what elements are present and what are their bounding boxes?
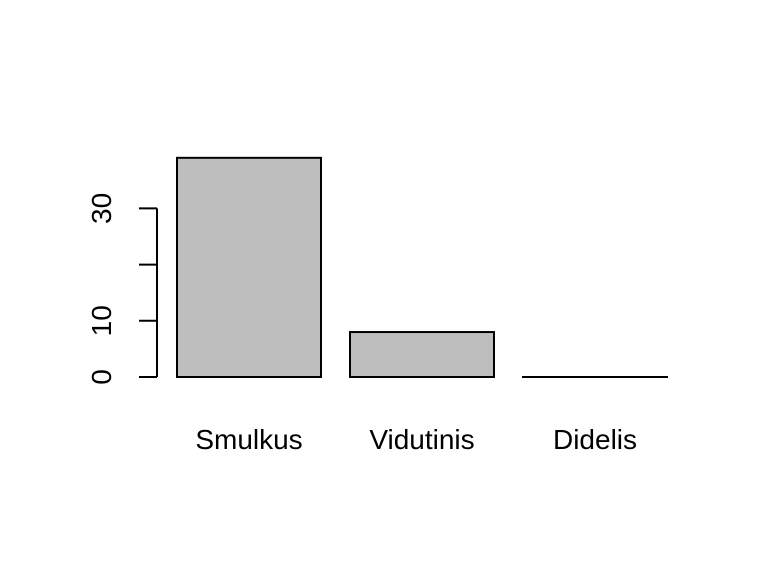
x-category-labels: Smulkus Vidutinis Didelis [195,424,637,455]
x-label-smulkus: Smulkus [195,424,302,455]
bar-smulkus [176,156,322,378]
y-axis: 0 10 30 [86,193,158,385]
bar-vidutinis [349,331,495,379]
x-label-didelis: Didelis [553,424,637,455]
x-label-vidutinis: Vidutinis [369,424,474,455]
y-ticks: 0 10 30 [86,193,157,385]
bars [176,156,668,379]
y-tick-label-0: 0 [86,369,117,385]
y-tick-label-10: 10 [86,305,117,336]
y-tick-label-30: 30 [86,193,117,224]
